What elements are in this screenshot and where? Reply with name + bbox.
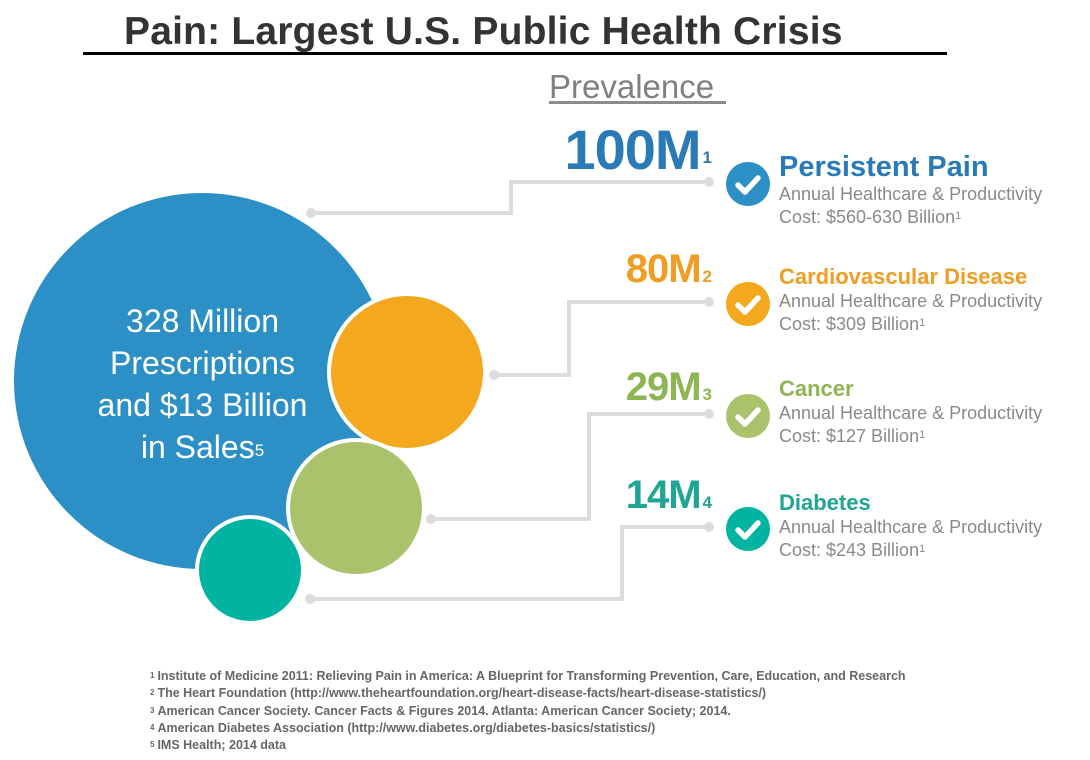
reference-text: American Diabetes Association (http://ww…	[157, 720, 656, 735]
reference-number: 4	[150, 722, 155, 732]
footnote-marker: 4	[702, 493, 712, 512]
check-circle-icon	[726, 507, 770, 551]
item-cost: Cost: $243 Billion	[779, 540, 920, 560]
item-name: Cardiovascular Disease	[779, 264, 1028, 289]
reference-text: American Cancer Society. Cancer Facts & …	[157, 703, 731, 718]
item-desc-line1: Annual Healthcare & Productivity	[779, 403, 1043, 423]
item-cost: Cost: $560-630 Billion	[779, 207, 956, 227]
reference-text: The Heart Foundation (http://www.thehear…	[157, 686, 767, 701]
footnote-marker: 5	[254, 441, 265, 460]
item-desc-line2: Cost: $560-630 Billion1	[779, 206, 1042, 229]
footnote-marker: 2	[702, 267, 712, 286]
check-circle-icon	[726, 394, 770, 438]
stat-diabetes: 14M 4	[626, 472, 712, 518]
reference-item: 4 American Diabetes Association (http://w…	[150, 720, 906, 737]
reference-text: Institute of Medicine 2011: Relieving Pa…	[157, 669, 906, 683]
bubble-label: 328 Million Prescriptions and $13 Billio…	[60, 300, 345, 468]
circle-diabetes	[195, 515, 305, 625]
item-desc-line1: Annual Healthcare & Productivity	[779, 184, 1043, 204]
item-desc-line1: Annual Healthcare & Productivity	[779, 517, 1043, 537]
stat-value: 80M	[625, 247, 702, 291]
reference-number: 3	[150, 705, 155, 715]
circle-cardiovascular	[327, 292, 487, 452]
references: 1 Institute of Medicine 2011: Relieving P…	[150, 668, 906, 754]
footnote-marker: 1	[919, 429, 926, 441]
item-desc-line2: Cost: $243 Billion1	[779, 539, 1042, 562]
bubble-line: in Sales5	[60, 426, 345, 468]
stat-cardiovascular: 80M 2	[626, 246, 712, 292]
reference-number: 5	[150, 740, 155, 750]
prevalence-underline	[549, 101, 726, 104]
stat-cancer: 29M 3	[626, 364, 712, 410]
bubble-line: and $13 Billion	[97, 387, 308, 423]
stat-value: 29M	[625, 365, 702, 409]
title-underline	[83, 52, 947, 55]
bubble-line: 328 Million	[126, 303, 279, 339]
connector-cardiovascular	[489, 297, 714, 380]
item-name: Cancer	[779, 376, 854, 401]
circle-cancer	[286, 438, 426, 578]
check-circle-icon	[726, 282, 770, 326]
reference-number: 2	[150, 688, 155, 698]
connector-persistent-pain	[306, 177, 714, 218]
item-desc-line1: Annual Healthcare & Productivity	[779, 291, 1043, 311]
section-heading-prevalence: Prevalence	[549, 68, 715, 105]
footnote-marker: 3	[702, 385, 712, 404]
item-diabetes: Diabetes Annual Healthcare & Productivit…	[779, 490, 1042, 562]
reference-item: 2 The Heart Foundation (http://www.thehea…	[150, 685, 906, 702]
footnote-marker: 1	[919, 317, 926, 329]
footnote-marker: 1	[702, 148, 712, 167]
item-name: Persistent Pain	[779, 151, 989, 183]
connector-cancer	[426, 409, 714, 524]
reference-item: 1 Institute of Medicine 2011: Relieving P…	[150, 668, 906, 685]
footnote-marker: 1	[919, 543, 926, 555]
stat-persistent-pain: 100M 1	[564, 118, 712, 182]
reference-item: 5 IMS Health; 2014 data	[150, 737, 906, 754]
item-persistent-pain: Persistent Pain Annual Healthcare & Prod…	[779, 151, 1042, 229]
check-circle-icon	[726, 162, 770, 206]
item-name: Diabetes	[779, 490, 871, 515]
item-cancer: Cancer Annual Healthcare & Productivity …	[779, 376, 1042, 448]
reference-text: IMS Health; 2014 data	[157, 738, 286, 753]
connector-diabetes	[305, 522, 714, 604]
reference-number: 1	[150, 671, 155, 680]
bubble-line: Prescriptions	[110, 345, 295, 381]
item-desc-line2: Cost: $309 Billion1	[779, 313, 1042, 336]
item-cost: Cost: $127 Billion	[779, 426, 920, 446]
item-cardiovascular: Cardiovascular Disease Annual Healthcare…	[779, 264, 1042, 336]
item-cost: Cost: $309 Billion	[779, 314, 920, 334]
bubble-line-text: in Sales	[140, 429, 255, 465]
stat-value: 100M	[564, 118, 701, 181]
page-title: Pain: Largest U.S. Public Health Crisis	[124, 10, 843, 53]
item-desc-line2: Cost: $127 Billion1	[779, 425, 1042, 448]
reference-item: 3 American Cancer Society. Cancer Facts &…	[150, 703, 906, 720]
stat-value: 14M	[625, 473, 702, 517]
footnote-marker: 1	[955, 210, 962, 222]
